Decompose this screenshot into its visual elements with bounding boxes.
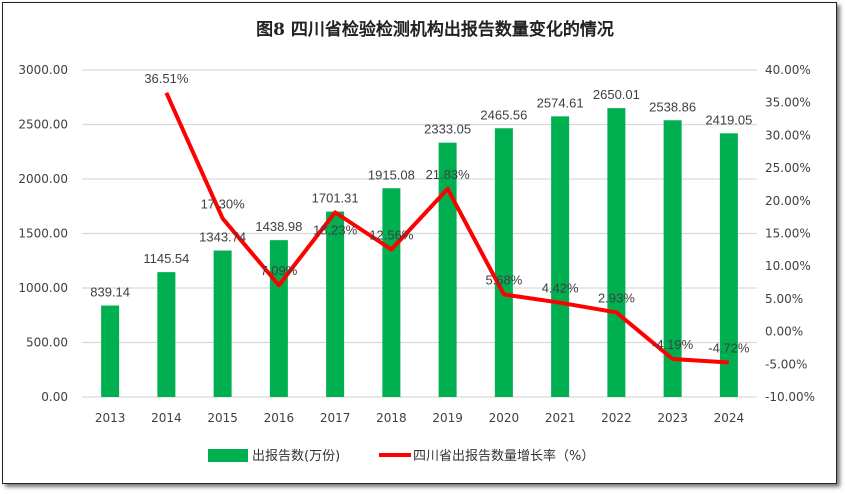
- line-data-label: 2.93%: [598, 290, 635, 305]
- x-tick-label: 2020: [489, 411, 520, 425]
- bar-2018: [382, 188, 401, 397]
- y-right-tick-label: 35.00%: [765, 96, 811, 110]
- x-tick-label: 2021: [545, 411, 576, 425]
- y-left-tick-label: 1500.00: [18, 227, 68, 241]
- x-tick-label: 2015: [207, 411, 238, 425]
- bar-data-label: 2650.01: [593, 87, 640, 102]
- legend: 出报告数(万份) 四川省出报告数量增长率（%）: [208, 448, 594, 464]
- line-data-label: 36.51%: [144, 71, 189, 86]
- y-right-tick-label: -5.00%: [765, 357, 807, 371]
- y-right-tick-label: 10.00%: [765, 259, 811, 273]
- y-left-tick-label: 3000.00: [18, 63, 68, 77]
- line-data-label: 4.42%: [542, 281, 579, 296]
- y-left-tick-label: 500.00: [26, 336, 68, 350]
- y-right-tick-label: 20.00%: [765, 194, 811, 208]
- x-tick-label: 2024: [714, 411, 745, 425]
- combo-chart: 图8 四川省检验检测机构出报告数量变化的情况 839.14 1145.54 1343…: [18, 19, 815, 464]
- x-tick-label: 2022: [601, 411, 632, 425]
- line-data-label: 7.09%: [260, 263, 297, 278]
- line-data-label: 12.56%: [369, 227, 414, 242]
- bar-data-label: 1915.08: [368, 167, 415, 182]
- y-right-tick-label: 5.00%: [765, 292, 803, 306]
- bar-2021: [551, 116, 570, 398]
- line-data-label: 17.30%: [201, 196, 246, 211]
- x-tick-label: 2018: [376, 411, 407, 425]
- bar-data-label: 2465.56: [480, 107, 527, 122]
- x-tick-label: 2019: [432, 411, 463, 425]
- bar-2017: [326, 211, 345, 397]
- bar-2024: [719, 133, 738, 397]
- y-right-tick-label: 30.00%: [765, 128, 811, 142]
- bar-data-label: 1438.98: [255, 219, 302, 234]
- x-tick-label: 2014: [151, 411, 182, 425]
- legend-bar-swatch: [208, 449, 248, 462]
- line-data-label: 5.68%: [485, 272, 522, 287]
- bar-2014: [157, 272, 176, 397]
- x-tick-label: 2017: [320, 411, 351, 425]
- x-tick-label: 2016: [264, 411, 295, 425]
- bar-2022: [607, 108, 626, 397]
- bar-data-label: 2574.61: [537, 95, 584, 110]
- chart-title: 图8 四川省检验检测机构出报告数量变化的情况: [256, 19, 614, 40]
- bar-data-label: 2333.05: [424, 122, 471, 137]
- x-tick-label: 2023: [657, 411, 688, 425]
- y-right-tick-label: 0.00%: [765, 325, 803, 339]
- y-left-tick-label: 1000.00: [18, 281, 68, 295]
- bar-2013: [101, 305, 120, 397]
- bar-2020: [494, 128, 513, 397]
- y-right-tick-label: -10.00%: [765, 390, 815, 404]
- y-right-tick-label: 15.00%: [765, 227, 811, 241]
- y-right-tick-label: 40.00%: [765, 63, 811, 77]
- bar-data-label: 839.14: [90, 285, 130, 300]
- legend-bar-label: 出报告数(万份): [252, 449, 340, 464]
- bar-2023: [663, 120, 682, 398]
- bar-2019: [438, 142, 457, 397]
- x-tick-label: 2013: [95, 411, 126, 425]
- bar-2015: [213, 250, 232, 397]
- y-left-tick-label: 0.00: [41, 390, 68, 404]
- bar-data-label: 1701.31: [312, 191, 359, 206]
- bar-data-label: 2419.05: [705, 112, 752, 127]
- bar-data-label: 1145.54: [143, 251, 189, 266]
- bar-data-label: 1343.74: [199, 230, 246, 245]
- line-data-label: 18.23%: [313, 222, 358, 237]
- y-left-tick-label: 2000.00: [18, 172, 68, 186]
- chart-frame: 图8 四川省检验检测机构出报告数量变化的情况 839.14 1145.54 1343…: [2, 2, 837, 484]
- line-data-label: -4.19%: [652, 337, 694, 352]
- y-right-tick-label: 25.00%: [765, 161, 811, 175]
- bar-data-label: 2538.86: [649, 99, 696, 114]
- y-left-tick-label: 2500.00: [18, 118, 68, 132]
- line-data-label: 21.83%: [426, 167, 471, 182]
- legend-line-label: 四川省出报告数量增长率（%）: [413, 448, 594, 464]
- line-data-label: -4.72%: [708, 340, 750, 355]
